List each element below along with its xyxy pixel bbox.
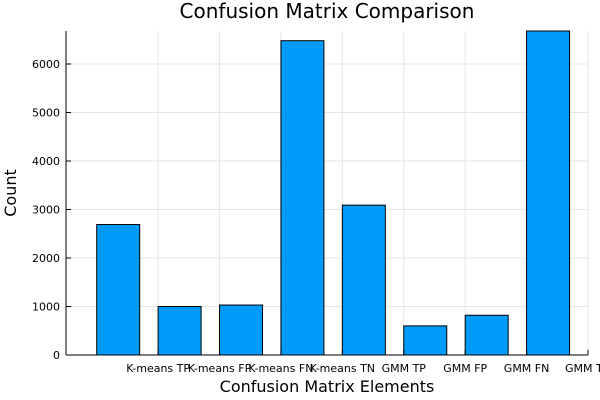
y-tick-label: 6000 (32, 58, 60, 71)
chart-title: Confusion Matrix Comparison (180, 0, 475, 23)
bars (96, 30, 571, 356)
bar (341, 204, 386, 356)
grid (66, 31, 589, 356)
x-tick-label: GMM FN (504, 362, 550, 375)
y-tick-label: 0 (53, 349, 60, 362)
x-tick-label: GMM TP (382, 362, 427, 375)
y-tick-label: 5000 (32, 106, 60, 119)
bar (464, 314, 509, 356)
bar (219, 304, 264, 356)
x-tick-label: K-means TP (126, 362, 190, 375)
x-ticks: K-means TPK-means FPK-means FNK-means TN… (126, 350, 600, 375)
bar (157, 305, 202, 356)
y-tick-label: 2000 (32, 252, 60, 265)
y-tick-label: 1000 (32, 300, 60, 313)
y-ticks: 0 1000 2000 3000 4000 5000 6000 (32, 58, 71, 362)
x-tick-label: K-means FP (188, 362, 252, 375)
bar (280, 40, 325, 356)
x-tick-label: K-means FN (248, 362, 313, 375)
x-tick-label: GMM FP (443, 362, 487, 375)
y-tick-label: 3000 (32, 203, 60, 216)
x-tick-label: GMM TN (565, 362, 600, 375)
bar (96, 224, 141, 356)
y-tick-label: 4000 (32, 155, 60, 168)
y-axis-label: Count (1, 169, 20, 217)
x-tick-label: K-means TN (310, 362, 375, 375)
x-axis-label: Confusion Matrix Elements (220, 377, 435, 396)
bar (403, 325, 448, 356)
bar (526, 30, 571, 356)
